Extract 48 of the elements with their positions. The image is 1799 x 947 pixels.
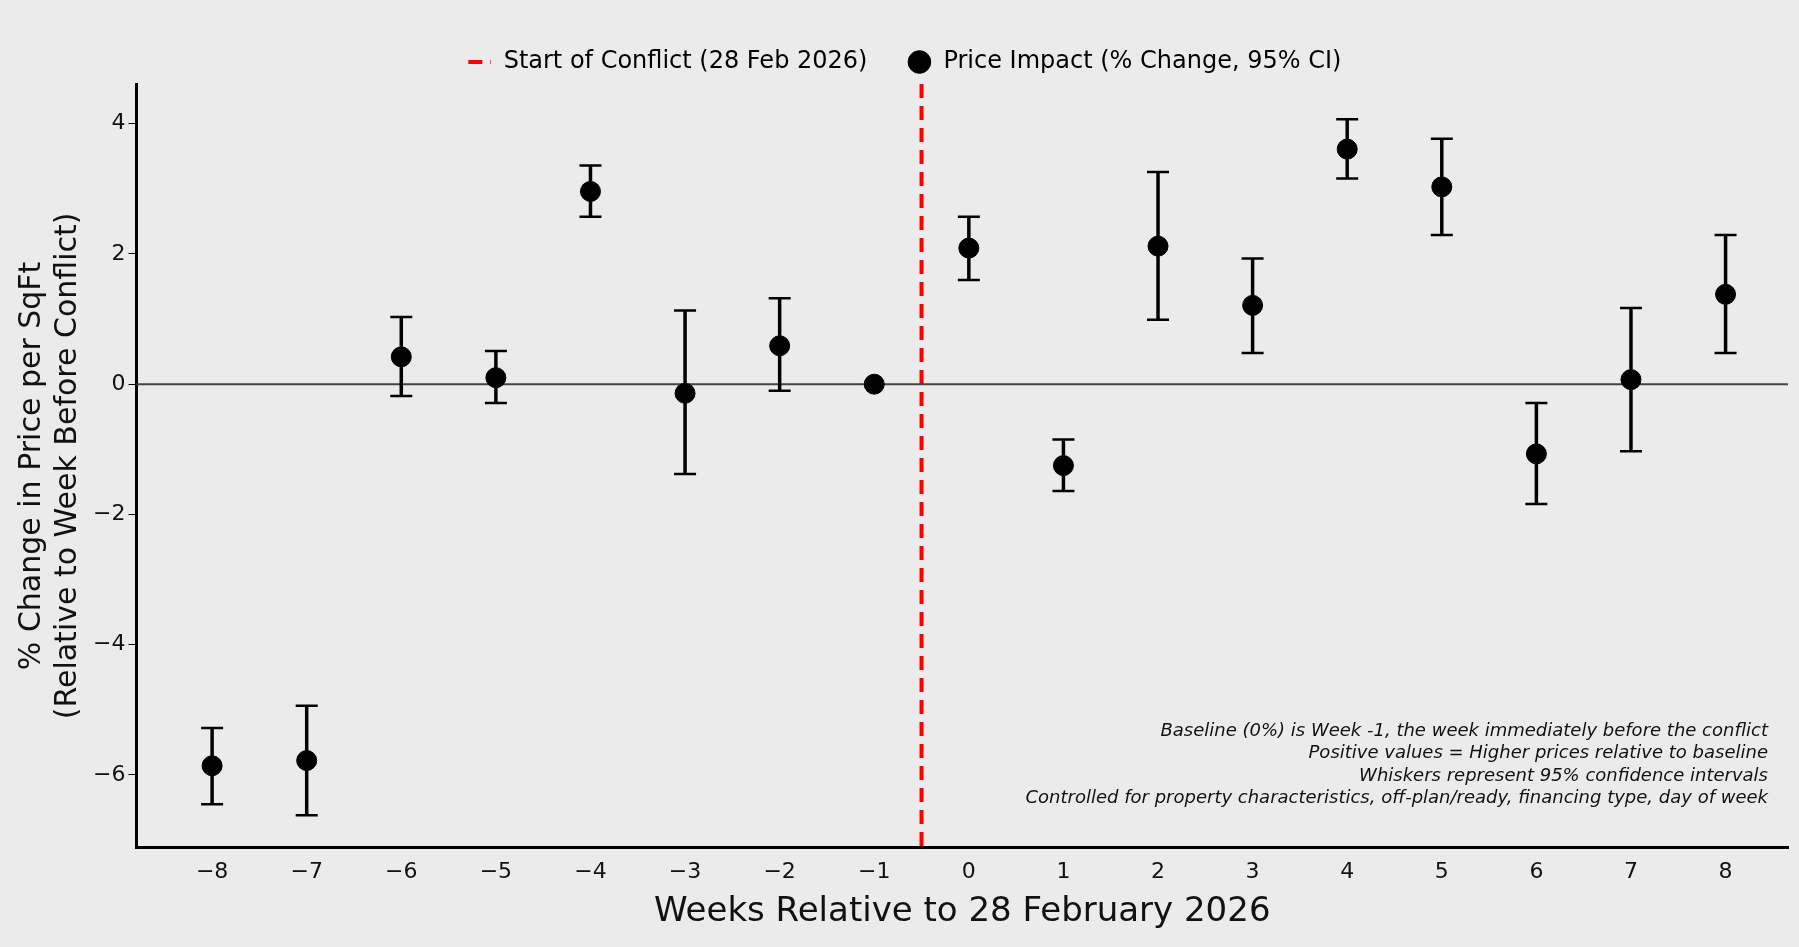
y-tick-label: 4: [111, 109, 126, 135]
x-tick-label: −7: [290, 857, 323, 883]
point: [1147, 235, 1169, 257]
point: [1052, 455, 1074, 477]
point: [485, 367, 507, 389]
annotation: Controlled for property characteristics, off-plan/ready, financing type, day of week: [1025, 786, 1770, 808]
point: [296, 750, 318, 772]
x-tick-label: 4: [1340, 857, 1355, 883]
point: [1525, 443, 1547, 465]
point: [1431, 176, 1453, 198]
x-tick-label: −8: [195, 857, 229, 883]
x-tick-label: −4: [574, 857, 607, 883]
point: [769, 335, 791, 357]
y-tick-label: −4: [92, 630, 126, 656]
x-tick-label: −5: [479, 857, 513, 883]
point: [1242, 294, 1264, 316]
x-tick-label: −1: [858, 857, 891, 883]
annotation: Whiskers represent 95% confidence intervals: [1359, 763, 1768, 785]
legend-label: Start of Conflict (28 Feb 2026): [503, 46, 868, 75]
x-tick-label: 5: [1434, 857, 1449, 883]
x-tick-label: 0: [961, 857, 976, 883]
x-tick-label: 8: [1718, 857, 1733, 883]
x-tick-label: 6: [1529, 857, 1544, 883]
y-tick-label: −2: [92, 500, 126, 526]
x-tick-label: −6: [385, 857, 418, 883]
y-tick-label: 2: [111, 239, 126, 265]
point: [1620, 369, 1642, 391]
annotation: Positive values = Higher prices relative to baseline: [1308, 741, 1768, 763]
point: [579, 180, 601, 202]
y-tick-label: −6: [92, 760, 126, 786]
legend-label: Price Impact (% Change, 95% CI): [943, 46, 1342, 75]
point: [1336, 138, 1358, 160]
x-tick-label: 7: [1623, 857, 1638, 883]
y-axis-title: % Change in Price per SqFt (Relative to Week Before Conflict): [11, 212, 83, 720]
point: [390, 346, 412, 368]
x-tick-label: −3: [668, 857, 702, 883]
point: [1715, 283, 1737, 305]
x-tick-label: 3: [1245, 857, 1260, 883]
x-tick-label: 2: [1151, 857, 1166, 883]
x-axis-title: Weeks Relative to 28 February 2026: [653, 889, 1271, 930]
point: [201, 755, 223, 777]
point: [863, 373, 885, 395]
point: [674, 382, 696, 404]
y-tick-label: 0: [111, 369, 126, 395]
x-tick-label: 1: [1056, 857, 1071, 883]
point: [958, 237, 980, 259]
x-tick-label: −2: [763, 857, 796, 883]
annotation: Baseline (0%) is Week -1, the week immediately before the conflict: [1160, 718, 1769, 740]
